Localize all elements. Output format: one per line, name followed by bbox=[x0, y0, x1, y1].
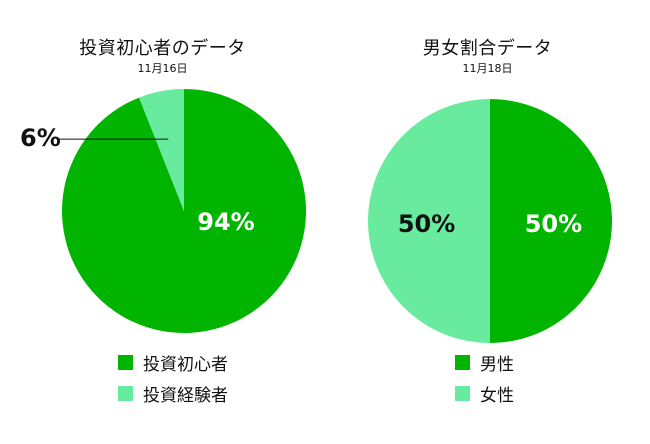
legend-item: 男性 bbox=[455, 352, 514, 375]
legend-item: 投資初心者 bbox=[118, 352, 228, 375]
data-label: 6% bbox=[20, 124, 61, 152]
legend: 投資初心者 投資経験者 bbox=[118, 352, 228, 414]
legend-label: 投資初心者 bbox=[143, 354, 228, 375]
pie-chart-gender: 50% 50% bbox=[368, 99, 612, 343]
legend-swatch bbox=[455, 385, 470, 401]
pie-slice bbox=[368, 99, 490, 343]
legend-item: 女性 bbox=[455, 383, 514, 406]
legend-label: 投資経験者 bbox=[143, 385, 228, 406]
legend-label: 男性 bbox=[480, 354, 514, 375]
pie-slice bbox=[61, 89, 306, 333]
data-label: 50% bbox=[525, 210, 582, 238]
chart-title: 投資初心者のデータ bbox=[79, 38, 246, 59]
legend-swatch bbox=[118, 354, 133, 370]
data-label: 94% bbox=[197, 208, 254, 236]
chart-subtitle: 11月18日 bbox=[462, 62, 513, 75]
pie-slice bbox=[490, 99, 612, 343]
data-label: 50% bbox=[398, 210, 455, 238]
chart-panel-gender: 男女割合データ 11月18日 50% 50% 男性 女性 bbox=[325, 0, 650, 444]
chart-title: 男女割合データ bbox=[422, 38, 553, 59]
legend-label: 女性 bbox=[480, 385, 514, 406]
chart-subtitle: 11月16日 bbox=[137, 62, 188, 75]
chart-panel-investor: 投資初心者のデータ 11月16日 94% 6% 投資初心者 投資経験者 bbox=[20, 38, 306, 414]
legend-item: 投資経験者 bbox=[118, 383, 228, 406]
pie-chart-investor: 94% 6% bbox=[20, 89, 306, 333]
legend: 男性 女性 bbox=[455, 352, 514, 414]
legend-swatch bbox=[455, 354, 470, 370]
pie-slice bbox=[139, 89, 184, 211]
legend-swatch bbox=[118, 385, 133, 401]
